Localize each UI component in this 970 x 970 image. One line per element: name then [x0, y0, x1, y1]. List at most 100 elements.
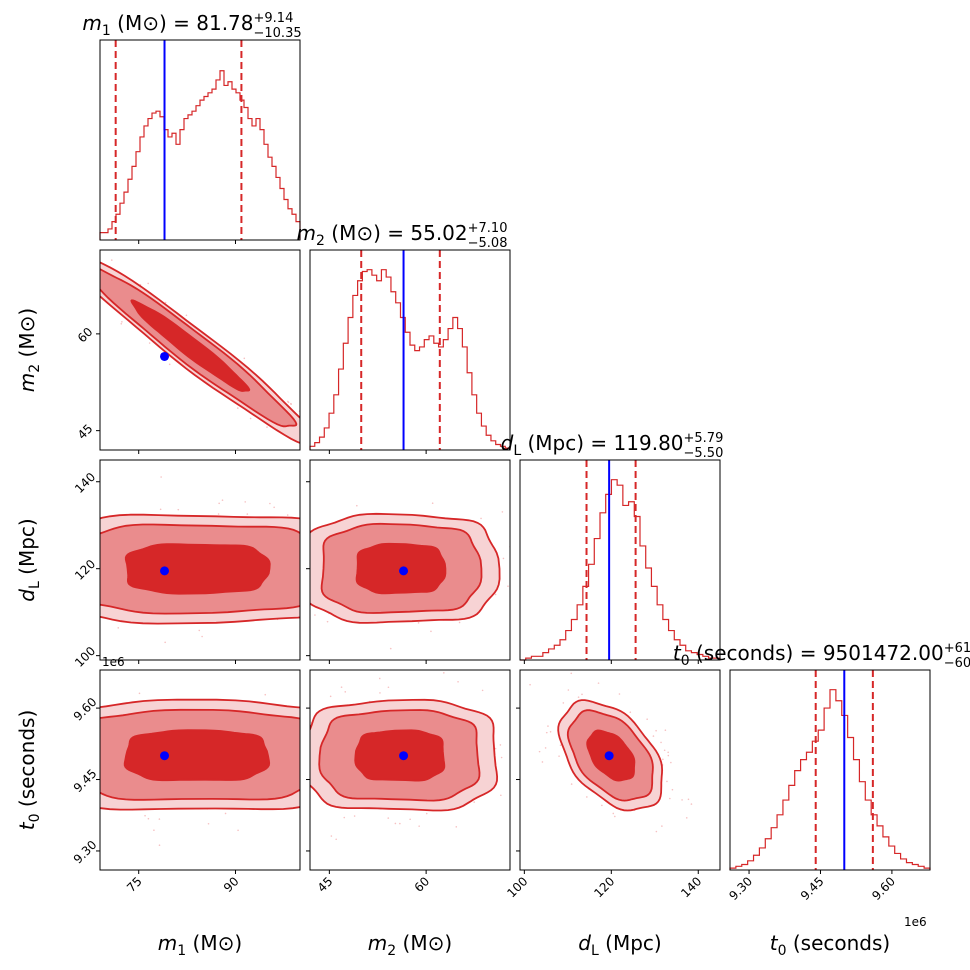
label-unit: (Mpc) [15, 518, 39, 581]
panel-frame [309, 459, 511, 661]
sample-point [87, 625, 89, 627]
sample-point [148, 342, 151, 344]
title-lower-error: −5.50 [684, 446, 724, 461]
sample-point [481, 689, 484, 692]
y-axis-label-dL: dL (Mpc) [15, 518, 43, 601]
sample-point [201, 635, 203, 638]
panel-content [304, 502, 510, 650]
sample-point [652, 735, 655, 737]
sample-point [64, 739, 66, 741]
histogram-dL [520, 460, 721, 661]
sample-point [117, 627, 120, 629]
label-subscript: 0 [27, 813, 43, 822]
contour-level-1 [124, 543, 271, 595]
histogram-line [520, 479, 721, 661]
sample-point [93, 284, 95, 286]
label-symbol: d [15, 589, 39, 602]
sample-point [664, 729, 667, 732]
sample-point [52, 754, 54, 756]
sample-point [409, 818, 411, 821]
sample-point [138, 692, 141, 695]
sample-point [75, 262, 77, 264]
label-unit: (Mpc) [599, 931, 662, 955]
sample-point [70, 527, 72, 529]
histogram-t0 [729, 670, 931, 870]
sample-point [663, 749, 666, 752]
title-upper-error: +7.10 [468, 221, 508, 236]
sample-point [313, 792, 315, 794]
sample-point [326, 620, 329, 623]
label-symbol: t [15, 821, 39, 830]
sample-point [144, 814, 146, 817]
sample-point [500, 794, 502, 797]
sample-point [153, 829, 155, 832]
label-unit: (M⊙) [186, 931, 242, 955]
sample-point [97, 273, 99, 275]
title-upper-error: +61 [944, 641, 970, 656]
panel-frame [309, 249, 511, 451]
sample-point [601, 804, 603, 807]
sample-point [661, 825, 663, 827]
sample-point [88, 280, 90, 282]
sample-point [353, 815, 356, 817]
y-tick-label: 120 [72, 557, 98, 583]
sample-point [92, 754, 94, 756]
sample-point [67, 596, 69, 598]
panel-dL-t0 [529, 672, 693, 833]
sample-point [52, 249, 54, 251]
label-subscript: 0 [778, 943, 787, 959]
sample-point [246, 513, 249, 515]
truth-marker [399, 751, 409, 761]
sample-point [96, 755, 98, 757]
sample-point [379, 640, 381, 642]
label-subscript: L [27, 581, 43, 589]
sample-point [164, 641, 166, 644]
sample-point [329, 441, 331, 443]
sample-point [73, 557, 75, 559]
sample-point [304, 565, 306, 567]
sample-point [501, 511, 504, 513]
sample-point [311, 716, 313, 718]
title-lower-error: −5.08 [468, 236, 508, 251]
panel-content [310, 672, 539, 841]
sample-point [335, 838, 337, 841]
sample-point [378, 677, 381, 680]
sample-point [660, 741, 662, 744]
sample-point [507, 585, 509, 587]
panel-frame [99, 249, 301, 451]
sample-point [618, 693, 621, 695]
sample-point [317, 611, 319, 613]
histogram-line [309, 269, 511, 450]
sample-point [85, 285, 87, 287]
sample-point [629, 711, 632, 714]
sample-point [80, 605, 82, 607]
x-tick-label: 100 [504, 874, 530, 900]
panel-frame [309, 669, 511, 871]
sample-point [207, 822, 210, 825]
sample-point [34, 620, 36, 622]
sample-point [64, 576, 66, 578]
label-symbol: t [673, 641, 682, 665]
label-symbol: m [15, 373, 39, 392]
sample-point [82, 544, 84, 546]
sample-point [56, 710, 58, 712]
title-upper-error: +5.79 [684, 431, 724, 446]
sample-point [76, 601, 78, 603]
sample-point [387, 817, 390, 819]
sample-point [455, 826, 458, 828]
sample-point [581, 693, 583, 696]
sample-point [499, 744, 502, 746]
title-dL: dL (Mpc) = 119.80+5.79 −5.50 [501, 431, 724, 461]
sample-point [301, 426, 303, 428]
sample-point [537, 776, 539, 778]
sample-point [529, 683, 531, 686]
panel-frame [729, 669, 931, 871]
sample-point [110, 259, 113, 261]
sample-point [494, 747, 497, 750]
sample-point [302, 555, 304, 557]
label-symbol: m [82, 11, 101, 35]
sample-point [671, 788, 674, 791]
sample-point [147, 282, 149, 285]
sample-point [74, 254, 76, 256]
sample-point [198, 629, 201, 632]
